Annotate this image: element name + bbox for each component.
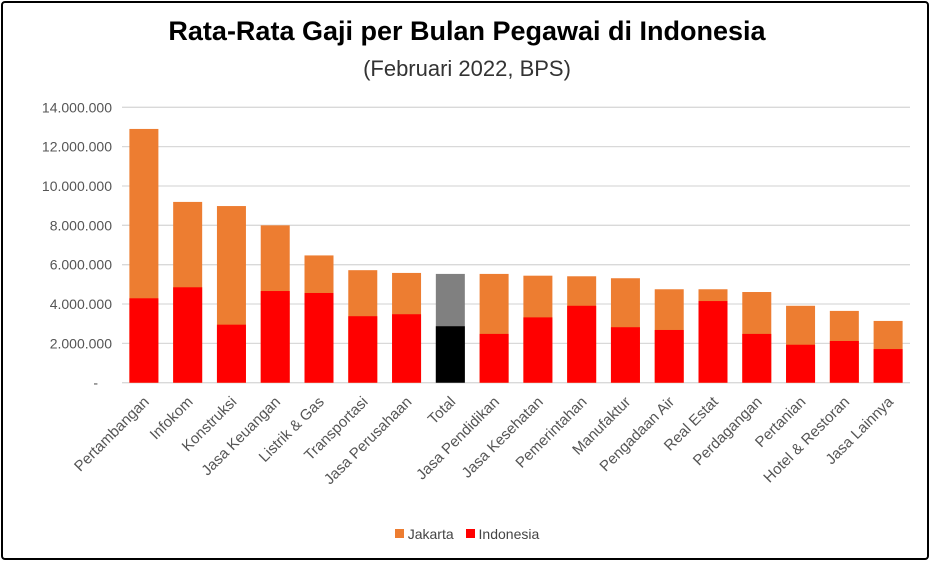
y-tick-label: 12.000.000 bbox=[42, 139, 112, 155]
bar-indonesia bbox=[129, 298, 159, 383]
y-tick-label: 4.000.000 bbox=[50, 296, 112, 312]
bar-indonesia bbox=[173, 287, 203, 383]
bar-indonesia bbox=[392, 314, 422, 383]
bar-indonesia bbox=[479, 333, 509, 383]
x-tick-label: Total bbox=[425, 394, 459, 428]
bar-indonesia bbox=[829, 340, 859, 383]
bar-indonesia bbox=[348, 316, 378, 383]
bar-indonesia bbox=[260, 291, 290, 383]
bar-indonesia bbox=[304, 292, 334, 383]
legend: Jakarta Indonesia bbox=[0, 525, 934, 542]
legend-swatch-indonesia bbox=[465, 529, 475, 538]
x-tick-label: Pertambangan bbox=[71, 394, 153, 476]
chart-title: Rata-Rata Gaji per Bulan Pegawai di Indo… bbox=[168, 16, 766, 46]
bar-indonesia bbox=[523, 317, 553, 383]
y-tick-label: 6.000.000 bbox=[50, 257, 112, 273]
chart-subtitle: (Februari 2022, BPS) bbox=[363, 56, 571, 81]
y-tick-label: 10.000.000 bbox=[42, 178, 112, 194]
bar-indonesia bbox=[742, 333, 772, 383]
legend-item-indonesia: Indonesia bbox=[465, 525, 540, 542]
y-tick-label: - bbox=[93, 375, 98, 391]
y-tick-label: 2.000.000 bbox=[50, 335, 112, 351]
legend-swatch-jakarta bbox=[394, 529, 404, 538]
bar-indonesia bbox=[873, 349, 903, 383]
bar-indonesia bbox=[654, 329, 684, 383]
y-tick-label: 8.000.000 bbox=[50, 217, 112, 233]
legend-label-jakarta: Jakarta bbox=[407, 525, 454, 542]
bar-indonesia bbox=[216, 324, 246, 383]
bar-indonesia bbox=[698, 301, 728, 383]
bar-indonesia bbox=[786, 344, 816, 383]
bar-indonesia bbox=[435, 326, 465, 383]
legend-item-jakarta: Jakarta bbox=[394, 525, 454, 542]
y-tick-label: 14.000.000 bbox=[42, 99, 112, 115]
bar-indonesia bbox=[610, 327, 640, 383]
bar-indonesia bbox=[567, 305, 597, 383]
legend-label-indonesia: Indonesia bbox=[478, 525, 540, 542]
x-tick-label: Jasa Keuangan bbox=[198, 394, 284, 480]
